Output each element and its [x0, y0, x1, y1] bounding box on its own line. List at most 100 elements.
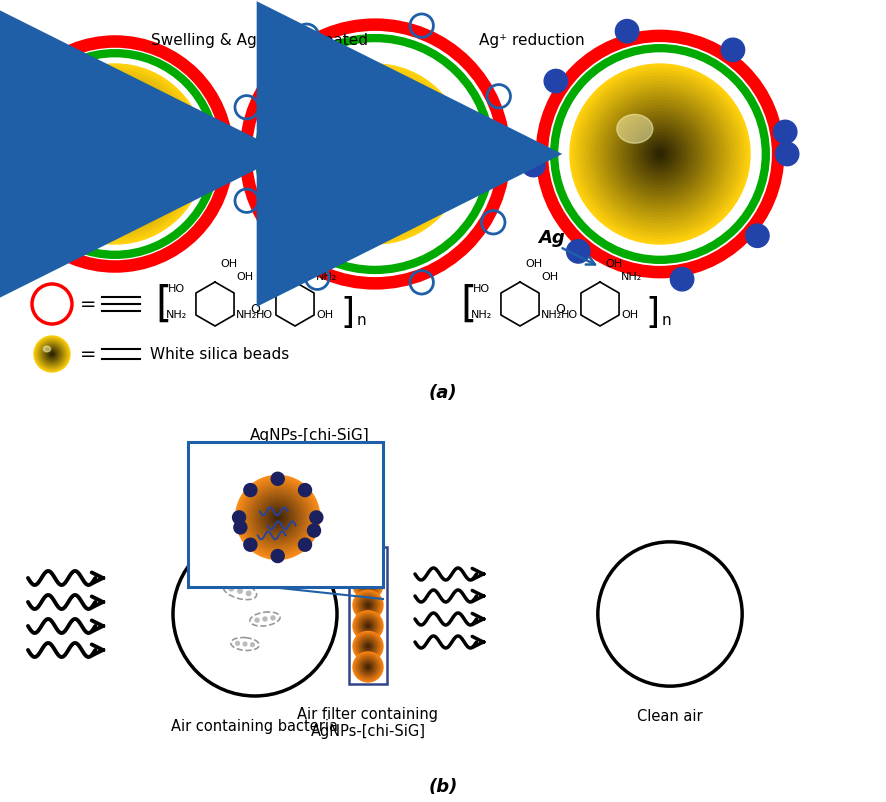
Circle shape: [299, 539, 312, 552]
Circle shape: [585, 80, 735, 229]
Circle shape: [58, 98, 172, 212]
Circle shape: [356, 593, 380, 617]
Circle shape: [94, 134, 136, 176]
Text: OH: OH: [621, 310, 638, 320]
Circle shape: [239, 479, 316, 557]
Circle shape: [365, 622, 371, 630]
Circle shape: [64, 104, 166, 206]
Text: O: O: [250, 303, 260, 316]
Circle shape: [51, 353, 54, 356]
Circle shape: [362, 558, 374, 570]
Circle shape: [28, 68, 202, 241]
Circle shape: [42, 344, 62, 365]
Circle shape: [365, 602, 371, 609]
Circle shape: [522, 154, 545, 177]
Circle shape: [258, 497, 298, 538]
Circle shape: [245, 486, 309, 549]
Circle shape: [367, 626, 369, 627]
Circle shape: [645, 140, 675, 170]
Circle shape: [367, 584, 369, 585]
Circle shape: [566, 241, 590, 264]
Circle shape: [363, 143, 387, 167]
Circle shape: [285, 65, 465, 245]
Circle shape: [372, 152, 378, 158]
Circle shape: [358, 657, 378, 677]
Circle shape: [616, 21, 639, 44]
Circle shape: [354, 550, 382, 578]
Circle shape: [603, 98, 717, 212]
Circle shape: [355, 552, 380, 577]
Circle shape: [51, 354, 52, 355]
Circle shape: [237, 477, 318, 558]
Circle shape: [255, 618, 259, 622]
Circle shape: [579, 74, 741, 236]
Text: n: n: [662, 313, 672, 328]
Circle shape: [367, 646, 369, 647]
Ellipse shape: [331, 115, 368, 144]
Circle shape: [359, 658, 377, 676]
Circle shape: [85, 125, 145, 184]
Circle shape: [355, 614, 380, 638]
Circle shape: [103, 143, 127, 167]
Circle shape: [52, 92, 178, 217]
Circle shape: [264, 504, 291, 531]
Circle shape: [244, 484, 257, 497]
Circle shape: [271, 511, 284, 525]
Text: HO: HO: [256, 310, 273, 320]
Circle shape: [268, 508, 288, 528]
Circle shape: [256, 496, 299, 540]
Circle shape: [260, 500, 296, 537]
Circle shape: [582, 77, 738, 233]
Circle shape: [79, 119, 151, 191]
Circle shape: [342, 122, 408, 188]
Circle shape: [606, 101, 714, 209]
Circle shape: [360, 597, 377, 614]
Circle shape: [721, 39, 744, 63]
Circle shape: [636, 131, 684, 179]
Circle shape: [639, 134, 681, 176]
Circle shape: [355, 593, 380, 618]
Circle shape: [354, 634, 381, 660]
Circle shape: [361, 640, 375, 654]
Circle shape: [354, 551, 381, 577]
Circle shape: [361, 557, 375, 571]
Ellipse shape: [617, 115, 653, 144]
Circle shape: [358, 637, 378, 657]
Circle shape: [288, 68, 462, 241]
Circle shape: [300, 80, 450, 229]
Circle shape: [366, 666, 369, 669]
Circle shape: [358, 595, 378, 615]
Circle shape: [310, 511, 323, 525]
Circle shape: [241, 481, 315, 555]
Circle shape: [276, 516, 279, 520]
Circle shape: [354, 572, 381, 598]
Circle shape: [360, 638, 377, 655]
Circle shape: [356, 614, 380, 638]
Circle shape: [657, 152, 663, 158]
Circle shape: [357, 656, 379, 678]
Circle shape: [232, 511, 245, 525]
Circle shape: [363, 601, 373, 610]
Circle shape: [773, 121, 797, 144]
Circle shape: [82, 122, 148, 188]
Circle shape: [366, 563, 369, 566]
Text: [: [: [460, 284, 477, 326]
Circle shape: [44, 346, 59, 363]
Circle shape: [361, 557, 376, 572]
Circle shape: [366, 623, 370, 629]
Circle shape: [321, 101, 429, 209]
Circle shape: [361, 598, 376, 613]
Text: Air filter containing
AgNPs-[chi-SiG]: Air filter containing AgNPs-[chi-SiG]: [298, 706, 439, 739]
Circle shape: [357, 636, 379, 658]
Circle shape: [291, 71, 459, 239]
Circle shape: [362, 662, 374, 673]
Text: AgNPs-[chi-SiG]: AgNPs-[chi-SiG]: [250, 427, 369, 443]
Circle shape: [39, 342, 66, 368]
Circle shape: [360, 556, 377, 573]
Text: NH₂: NH₂: [471, 310, 493, 320]
Circle shape: [642, 137, 678, 172]
Circle shape: [41, 343, 64, 366]
Circle shape: [70, 110, 160, 200]
Circle shape: [37, 77, 193, 233]
Circle shape: [361, 660, 376, 674]
